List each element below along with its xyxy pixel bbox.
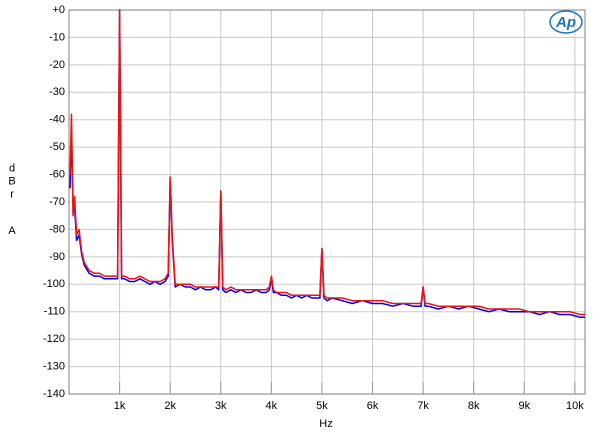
x-tick-label: 3k — [215, 400, 227, 412]
y-tick-label: -110 — [44, 306, 65, 318]
y-tick-label: -130 — [43, 360, 65, 372]
logo: Ap — [555, 14, 576, 31]
x-tick-label: 9k — [518, 400, 530, 412]
x-tick-label: 2k — [164, 400, 176, 412]
logo-ring — [549, 10, 583, 34]
y-tick-label: -30 — [49, 86, 65, 98]
y-tick-label: -10 — [49, 31, 65, 43]
x-tick-label: 7k — [417, 400, 429, 412]
spectrum-line — [69, 9, 585, 316]
x-tick-label: 4k — [266, 400, 278, 412]
x-tick-label: 1k — [114, 400, 126, 412]
y-tick-label: -50 — [49, 141, 65, 153]
y-tick-label: +0 — [52, 4, 65, 16]
x-axis-label: Hz — [319, 418, 332, 430]
y-tick-label: -70 — [49, 196, 65, 208]
y-tick-label: -100 — [43, 278, 65, 290]
y-tick-label: -60 — [49, 168, 65, 180]
plot-frame — [68, 9, 586, 395]
plot-area — [68, 9, 586, 395]
x-tick-label: 6k — [367, 400, 379, 412]
y-tick-label: -140 — [43, 388, 65, 400]
y-tick-label: -120 — [43, 333, 65, 345]
y-axis-label: dBr — [6, 163, 18, 202]
y-tick-label: -20 — [49, 59, 65, 71]
y-tick-label: -90 — [49, 251, 65, 263]
y-tick-label: -40 — [49, 114, 65, 126]
x-tick-label: 10k — [566, 400, 584, 412]
x-tick-label: 5k — [316, 400, 328, 412]
y-axis-unit: A — [8, 225, 16, 237]
x-tick-label: 8k — [468, 400, 480, 412]
y-tick-label: -80 — [49, 223, 65, 235]
